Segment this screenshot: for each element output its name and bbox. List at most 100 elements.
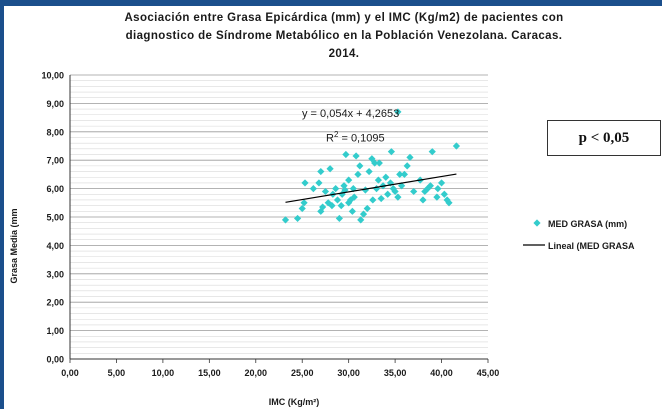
data-point — [345, 176, 353, 184]
data-point — [424, 185, 432, 193]
p-value-box: p < 0,05 — [547, 120, 661, 156]
data-point — [350, 193, 358, 201]
data-point — [356, 162, 364, 170]
x-tick-label: 10,00 — [152, 368, 175, 378]
y-tick-label: 2,00 — [46, 298, 64, 308]
data-point — [328, 202, 336, 210]
data-point — [452, 142, 461, 150]
y-tick-label: 0,00 — [46, 355, 64, 365]
data-point — [369, 196, 377, 204]
x-tick-label: 45,00 — [477, 368, 500, 378]
data-point — [384, 190, 392, 198]
data-point — [406, 153, 414, 161]
data-point — [368, 155, 376, 163]
data-point — [374, 176, 382, 184]
y-tick-label: 3,00 — [46, 269, 64, 279]
y-tick-label: 7,00 — [46, 156, 64, 166]
y-tick-label: 9,00 — [46, 99, 64, 109]
data-point — [382, 173, 390, 181]
r-squared-label: R2 = 0,1095 — [326, 130, 385, 145]
data-point — [317, 167, 325, 176]
x-tick-label: 25,00 — [291, 368, 314, 378]
data-point — [363, 204, 371, 213]
y-tick-label: 8,00 — [46, 127, 64, 137]
data-point — [387, 148, 395, 156]
data-point — [348, 207, 356, 215]
data-point — [410, 187, 418, 196]
trendline — [285, 173, 457, 203]
y-tick-label: 5,00 — [46, 213, 64, 223]
legend-marker-scatter — [533, 219, 541, 227]
data-point — [419, 196, 427, 204]
chart-canvas: 0,00 1,00 2,00 3,00 4,00 5,00 6,00 7,00 8,00 9,00… — [41, 71, 545, 378]
y-tick-label: 6,00 — [46, 184, 64, 194]
data-point — [317, 207, 325, 215]
data-point — [324, 199, 332, 207]
data-point — [332, 185, 340, 193]
data-point — [421, 187, 429, 196]
legend-label-trendline: Lineal (MED GRASA — [548, 241, 635, 251]
data-point — [428, 148, 436, 156]
data-point — [440, 190, 448, 198]
trendline-equation: y = 0,054x + 4,2653 — [302, 108, 400, 120]
r-squared-symbol: R — [326, 132, 334, 145]
data-point — [434, 185, 442, 193]
chart-title-line-1: Asociación entre Grasa Epicárdica (mm) y… — [124, 12, 564, 24]
r-squared-superscript: 2 — [333, 130, 339, 139]
x-tick-label: 35,00 — [384, 368, 407, 378]
data-point — [319, 203, 327, 211]
data-point — [337, 202, 345, 210]
data-point — [437, 179, 446, 187]
data-point — [400, 170, 408, 178]
x-tick-label: 15,00 — [198, 368, 221, 378]
x-tick-label: 40,00 — [430, 368, 453, 378]
r-squared-value: = 0,1095 — [338, 132, 385, 145]
data-point — [349, 185, 357, 193]
data-point — [342, 150, 350, 159]
y-tick-label: 4,00 — [46, 241, 64, 251]
p-value-text: p < 0,05 — [578, 129, 630, 146]
legend-label-scatter: MED GRASA (mm) — [548, 219, 628, 229]
data-point — [389, 185, 397, 193]
data-point — [354, 170, 362, 178]
data-point — [445, 199, 453, 207]
data-point — [352, 152, 360, 160]
data-point — [300, 199, 308, 207]
chart-title-line-3: 2014. — [328, 48, 360, 60]
data-point — [377, 194, 385, 203]
data-point — [333, 196, 342, 204]
x-tick-label: 20,00 — [245, 368, 268, 378]
x-tick-label: 0,00 — [61, 368, 79, 378]
data-point — [403, 162, 411, 170]
y-tick-label: 10,00 — [41, 71, 64, 81]
y-axis-label: Grasa Media (mm — [9, 208, 19, 284]
data-point — [345, 199, 353, 207]
chart-title-line-2: diagnostico de Síndrome Metabólico en la… — [125, 30, 563, 42]
data-point — [426, 182, 435, 190]
data-point — [357, 216, 365, 224]
data-point — [371, 159, 379, 167]
data-point — [443, 196, 451, 204]
chart-panel: Asociación entre Grasa Epicárdica (mm) y… — [4, 6, 662, 409]
data-point — [396, 170, 404, 178]
x-axis-label: IMC (Kg/m²) — [268, 397, 320, 407]
x-tick-label: 30,00 — [337, 368, 360, 378]
data-point — [391, 187, 399, 196]
data-point — [298, 204, 306, 213]
data-point — [359, 210, 368, 218]
data-point — [394, 108, 402, 116]
data-point — [321, 187, 330, 196]
data-point — [433, 193, 441, 201]
data-point — [346, 196, 355, 204]
data-point — [375, 159, 383, 167]
data-point — [315, 179, 323, 187]
data-point — [326, 165, 334, 173]
data-point — [365, 167, 373, 176]
data-point — [293, 214, 302, 223]
data-point — [394, 193, 402, 201]
data-point — [309, 185, 317, 193]
data-point — [301, 179, 309, 187]
data-point — [372, 185, 381, 193]
x-tick-label: 5,00 — [108, 368, 126, 378]
